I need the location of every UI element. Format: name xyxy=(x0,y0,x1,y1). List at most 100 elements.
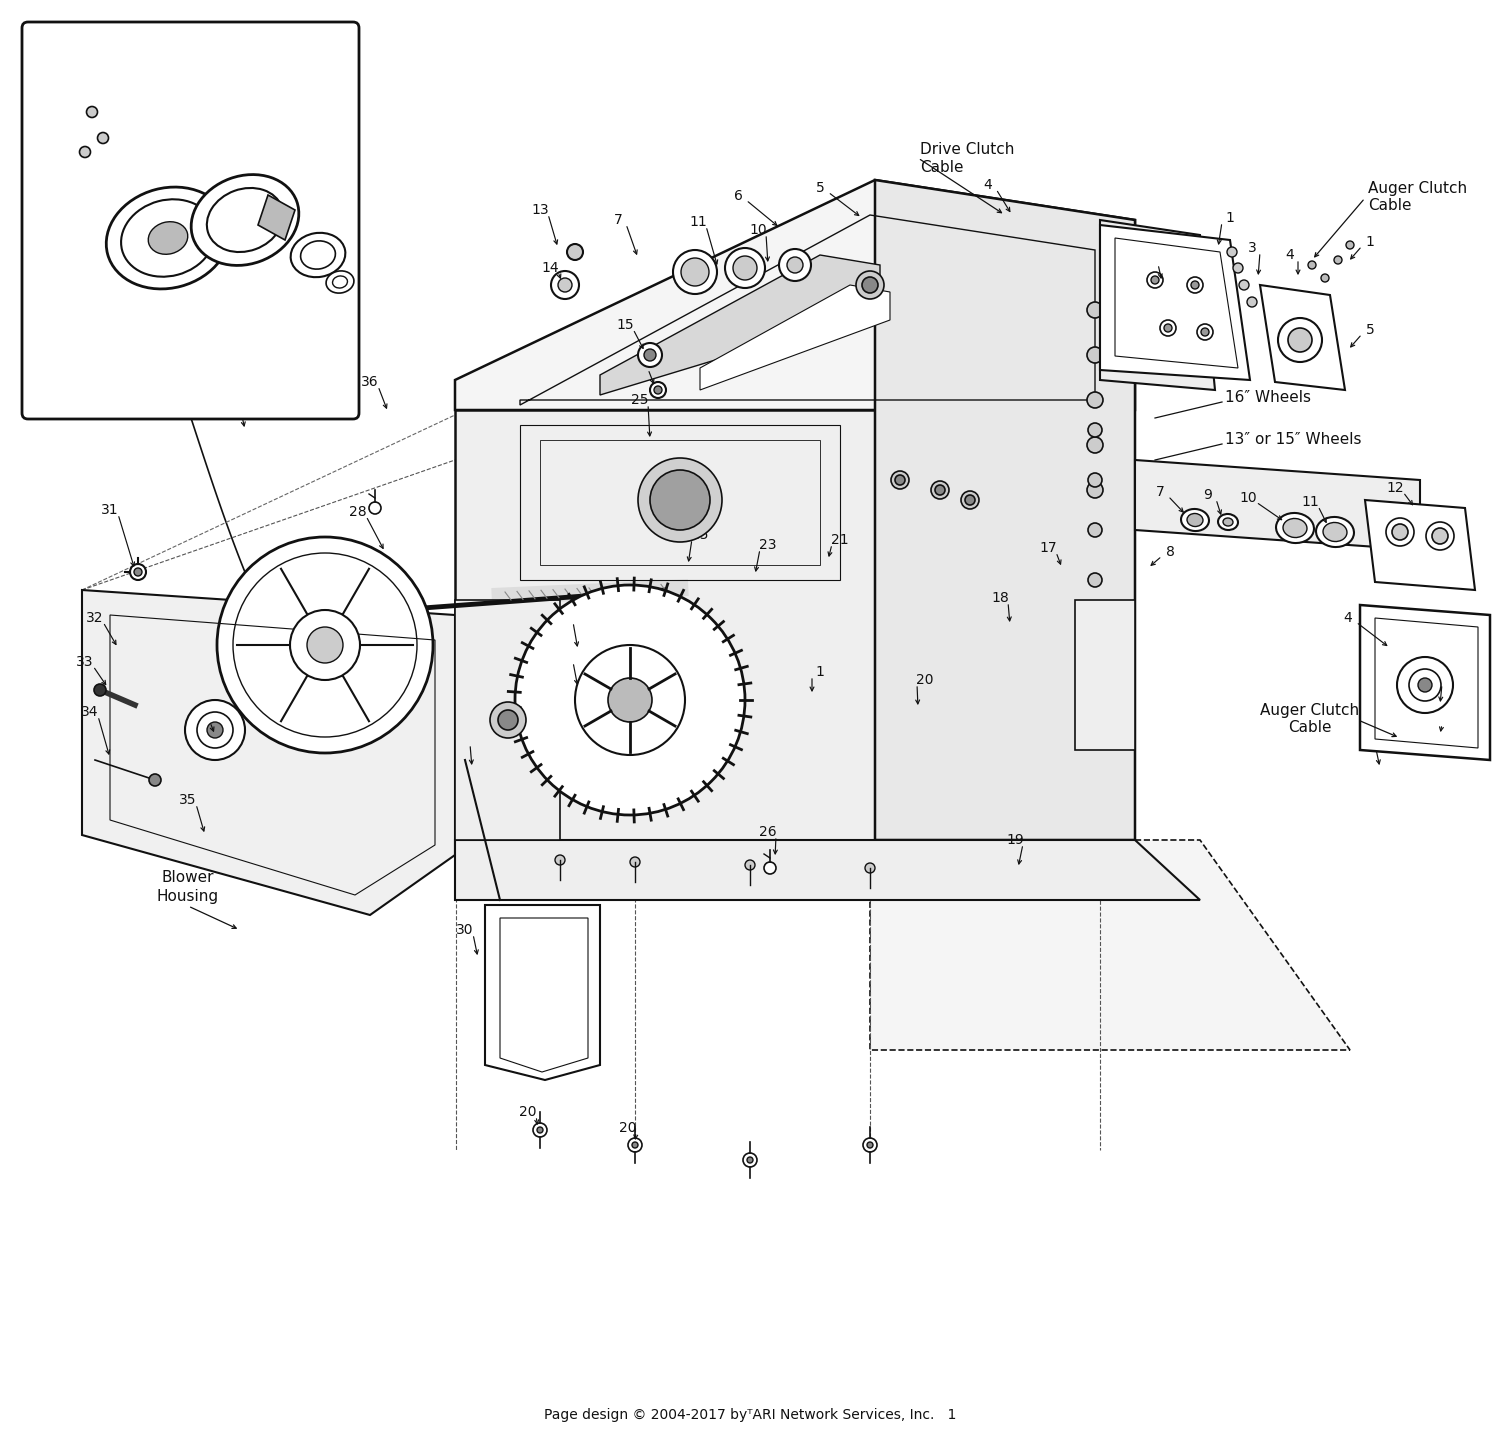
Circle shape xyxy=(1278,318,1322,362)
Circle shape xyxy=(1088,423,1102,437)
Circle shape xyxy=(856,270,883,299)
Circle shape xyxy=(232,554,417,738)
Text: 7: 7 xyxy=(1155,485,1164,499)
Circle shape xyxy=(537,1127,543,1133)
Circle shape xyxy=(567,244,584,260)
Circle shape xyxy=(1197,324,1214,339)
Circle shape xyxy=(1227,247,1238,257)
Circle shape xyxy=(1088,437,1102,453)
Polygon shape xyxy=(1365,500,1474,590)
Circle shape xyxy=(80,147,90,158)
Text: 4: 4 xyxy=(1286,247,1294,262)
Circle shape xyxy=(632,1142,638,1148)
Circle shape xyxy=(1432,528,1448,544)
Text: 1: 1 xyxy=(1365,234,1374,249)
Circle shape xyxy=(490,702,526,738)
Circle shape xyxy=(1246,298,1257,306)
Text: Page design © 2004-2017 byᵀARI Network Services, Inc.   1: Page design © 2004-2017 byᵀARI Network S… xyxy=(544,1408,956,1422)
Ellipse shape xyxy=(1276,513,1314,544)
Polygon shape xyxy=(1076,600,1136,751)
Circle shape xyxy=(574,646,686,755)
Ellipse shape xyxy=(1282,519,1306,538)
Circle shape xyxy=(724,247,765,288)
Text: 8: 8 xyxy=(213,710,222,725)
Text: 39: 39 xyxy=(292,141,312,155)
Circle shape xyxy=(532,1123,548,1137)
Circle shape xyxy=(650,383,666,398)
Text: 4: 4 xyxy=(1344,611,1353,626)
Polygon shape xyxy=(454,410,874,840)
Circle shape xyxy=(628,1137,642,1152)
Text: 1: 1 xyxy=(1446,673,1455,687)
Text: 33: 33 xyxy=(76,654,93,669)
Circle shape xyxy=(207,722,224,738)
Circle shape xyxy=(1202,328,1209,336)
Text: 17: 17 xyxy=(1040,541,1058,555)
Circle shape xyxy=(196,712,232,748)
Text: 5: 5 xyxy=(1364,738,1372,752)
Circle shape xyxy=(932,480,950,499)
Text: 21: 21 xyxy=(831,533,849,546)
Text: 27: 27 xyxy=(294,37,310,50)
Text: 8: 8 xyxy=(1166,545,1174,559)
Text: 5: 5 xyxy=(1365,324,1374,336)
Circle shape xyxy=(734,256,758,280)
Circle shape xyxy=(674,250,717,293)
Circle shape xyxy=(1088,302,1102,318)
Polygon shape xyxy=(1100,220,1215,390)
Circle shape xyxy=(896,475,904,485)
Polygon shape xyxy=(454,600,560,840)
Polygon shape xyxy=(700,285,889,390)
Circle shape xyxy=(87,106,98,118)
Text: 15: 15 xyxy=(616,318,634,332)
Text: 34: 34 xyxy=(81,705,99,719)
Text: 22: 22 xyxy=(556,651,573,664)
Text: 23: 23 xyxy=(759,538,777,552)
Text: 20: 20 xyxy=(620,1122,636,1135)
Text: 16: 16 xyxy=(632,358,650,372)
Text: 20: 20 xyxy=(916,673,933,687)
Text: Cable: Cable xyxy=(920,161,963,175)
Circle shape xyxy=(1148,272,1162,288)
Circle shape xyxy=(1386,518,1414,546)
Text: 4: 4 xyxy=(984,178,993,193)
Circle shape xyxy=(638,457,722,542)
Circle shape xyxy=(681,257,710,286)
Circle shape xyxy=(865,863,874,873)
Polygon shape xyxy=(258,196,296,240)
Circle shape xyxy=(1288,328,1312,352)
Text: 20: 20 xyxy=(88,89,108,104)
Circle shape xyxy=(217,536,433,754)
Text: 5: 5 xyxy=(816,181,825,196)
Text: 20: 20 xyxy=(519,1104,537,1119)
Circle shape xyxy=(303,623,346,667)
Polygon shape xyxy=(1136,460,1420,549)
Text: 24: 24 xyxy=(556,611,573,626)
Circle shape xyxy=(1334,256,1342,265)
Text: Housing: Housing xyxy=(158,889,219,903)
FancyBboxPatch shape xyxy=(22,22,358,418)
Text: ARI: ARI xyxy=(534,545,827,695)
Text: 37: 37 xyxy=(206,101,225,115)
Text: 20: 20 xyxy=(328,171,348,186)
Polygon shape xyxy=(600,255,880,395)
Text: 13: 13 xyxy=(531,203,549,217)
Text: 36: 36 xyxy=(362,375,380,390)
Text: 6: 6 xyxy=(734,188,742,203)
Text: Blower: Blower xyxy=(162,870,214,886)
Circle shape xyxy=(1088,473,1102,487)
Ellipse shape xyxy=(148,221,188,255)
Circle shape xyxy=(1088,623,1102,637)
Ellipse shape xyxy=(1222,518,1233,526)
Text: Cable: Cable xyxy=(1288,720,1332,735)
Circle shape xyxy=(1408,669,1442,700)
Circle shape xyxy=(1346,242,1354,249)
Circle shape xyxy=(1088,393,1102,408)
Text: 1: 1 xyxy=(816,664,825,679)
Circle shape xyxy=(1160,321,1176,336)
Circle shape xyxy=(650,470,710,531)
Circle shape xyxy=(1392,523,1408,541)
Ellipse shape xyxy=(207,188,284,252)
Circle shape xyxy=(498,710,517,731)
Text: Auger Clutch: Auger Clutch xyxy=(1260,703,1359,718)
